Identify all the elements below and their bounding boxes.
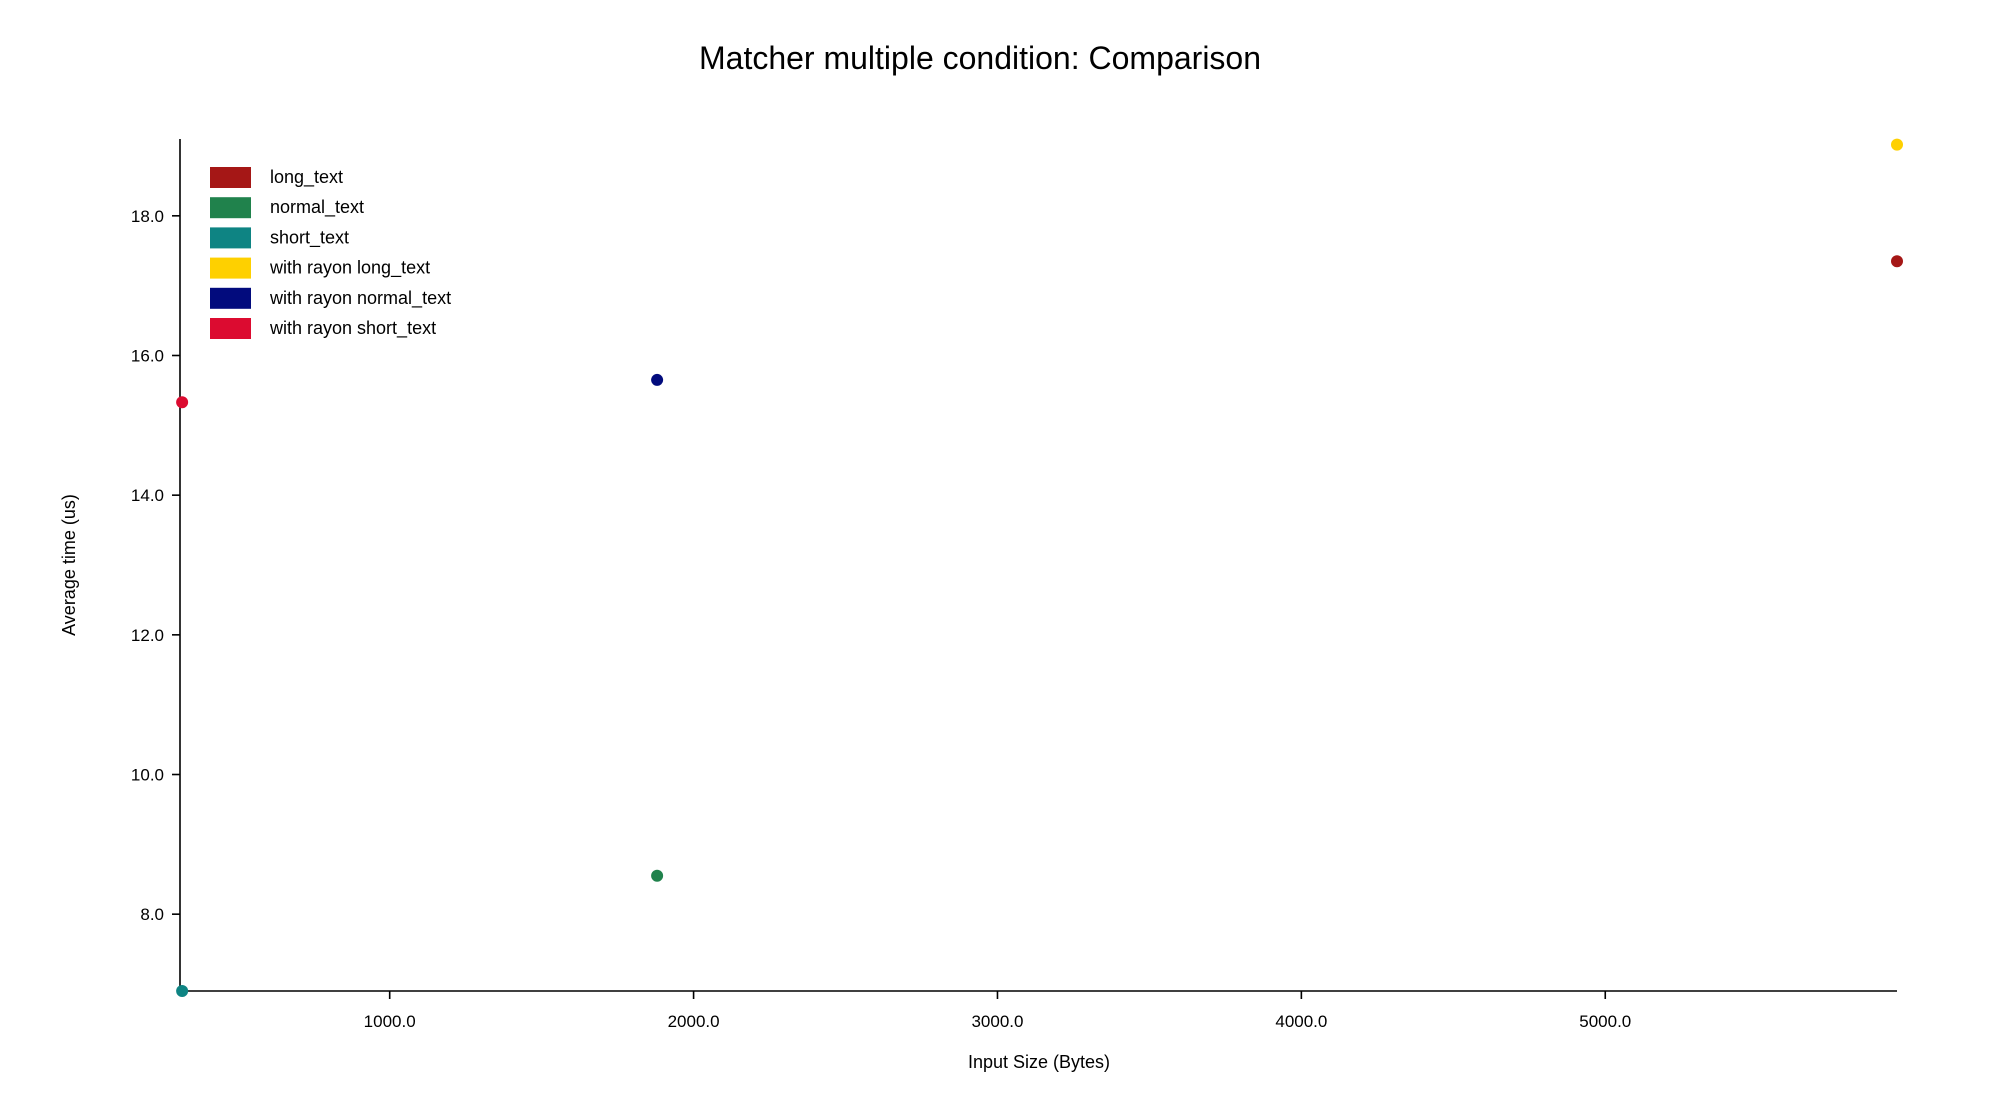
legend-swatch xyxy=(210,167,251,188)
y-tick-label: 16.0 xyxy=(131,346,164,365)
legend-label: with rayon normal_text xyxy=(269,288,451,309)
x-tick-label: 1000.0 xyxy=(364,1012,416,1031)
legend-label: with rayon long_text xyxy=(269,258,430,279)
legend-label: with rayon short_text xyxy=(269,318,436,339)
legend-label: normal_text xyxy=(270,197,364,218)
point-normal-text[interactable] xyxy=(651,869,664,882)
legend-swatch xyxy=(210,287,251,309)
y-tick-label: 18.0 xyxy=(131,207,164,226)
legend-label: short_text xyxy=(270,227,349,248)
y-tick-label: 12.0 xyxy=(131,626,164,645)
point-with-rayon-normal-text[interactable] xyxy=(651,373,664,386)
point-with-rayon-long-text[interactable] xyxy=(1891,138,1903,151)
chart-title: Matcher multiple condition: Comparison xyxy=(699,40,1261,76)
x-tick-label: 5000.0 xyxy=(1579,1012,1631,1031)
axes xyxy=(179,139,1897,992)
y-ticks: 8.0 10.0 12.0 14.0 16.0 18.0 xyxy=(131,207,180,924)
point-with-rayon-short-text[interactable] xyxy=(176,396,189,409)
y-axis-label: Average time (us) xyxy=(59,494,79,636)
y-tick-label: 14.0 xyxy=(131,486,164,505)
x-ticks: 1000.0 2000.0 3000.0 4000.0 5000.0 xyxy=(364,991,1631,1031)
x-tick-label: 3000.0 xyxy=(971,1012,1023,1031)
point-short-text[interactable] xyxy=(176,985,189,997)
legend-swatch xyxy=(210,318,251,339)
point-long-text[interactable] xyxy=(1891,255,1903,268)
x-tick-label: 4000.0 xyxy=(1275,1012,1327,1031)
y-tick-label: 8.0 xyxy=(140,905,164,924)
legend-swatch xyxy=(210,257,251,279)
legend-swatch xyxy=(210,227,251,249)
legend-swatch xyxy=(210,197,251,219)
x-tick-label: 2000.0 xyxy=(668,1012,720,1031)
legend-label: long_text xyxy=(270,167,343,188)
y-tick-label: 10.0 xyxy=(131,766,164,785)
data-points xyxy=(176,138,1903,997)
x-axis-label: Input Size (Bytes) xyxy=(968,1052,1110,1072)
